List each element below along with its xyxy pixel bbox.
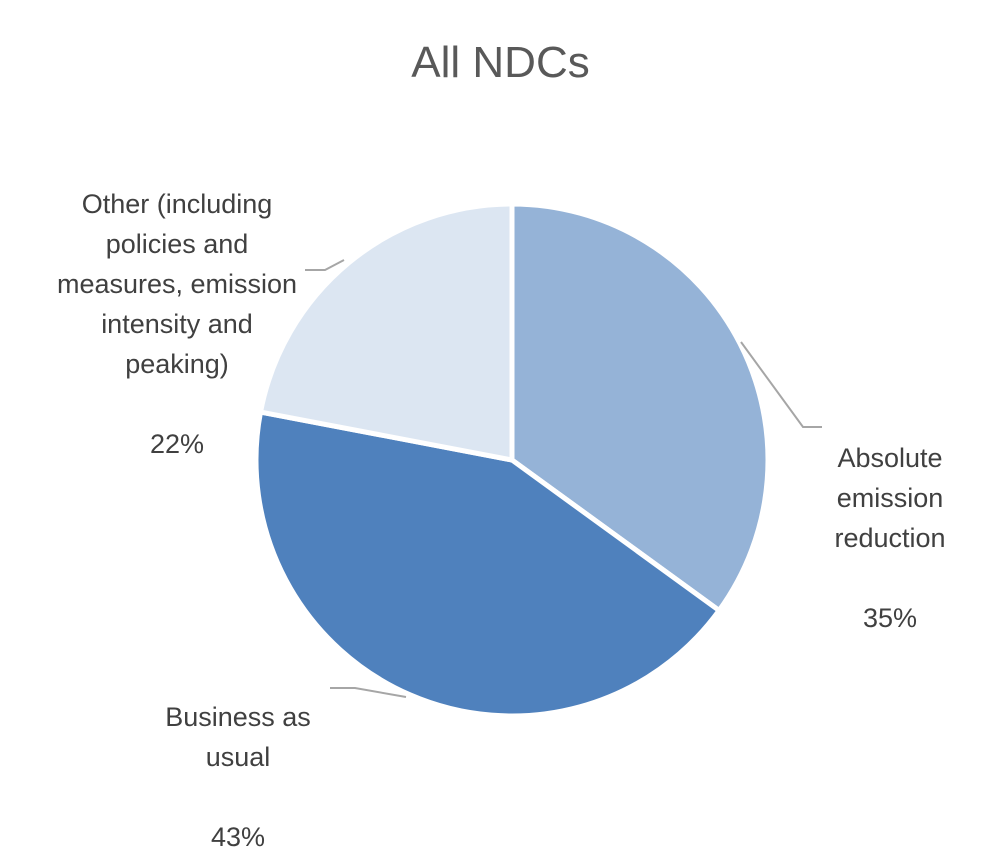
pie-slice-other	[258, 201, 515, 463]
leader-line-absolute	[740, 341, 822, 428]
pie-slice-absolute-emission-reduction	[509, 201, 771, 613]
data-label-business-as-usual: Business as usual 43%	[140, 657, 336, 857]
slice-value-label: 35%	[862, 603, 918, 633]
slice-value-label: 43%	[210, 822, 266, 852]
chart-title: All NDCs	[411, 38, 590, 87]
data-label-absolute-emission-reduction: Absolute emission reduction 35%	[806, 398, 974, 638]
slice-name-label: Other (including policies and measures, …	[56, 189, 298, 379]
slice-value-label: 22%	[149, 429, 205, 459]
slice-name-label: Absolute emission reduction	[834, 443, 946, 553]
data-label-other: Other (including policies and measures, …	[40, 144, 314, 464]
leader-line-other	[305, 259, 345, 271]
pie-chart	[253, 201, 822, 719]
pie-slice-business-as-usual	[253, 409, 722, 719]
slice-name-label: Business as usual	[165, 702, 311, 772]
leader-line-bau	[330, 687, 407, 698]
